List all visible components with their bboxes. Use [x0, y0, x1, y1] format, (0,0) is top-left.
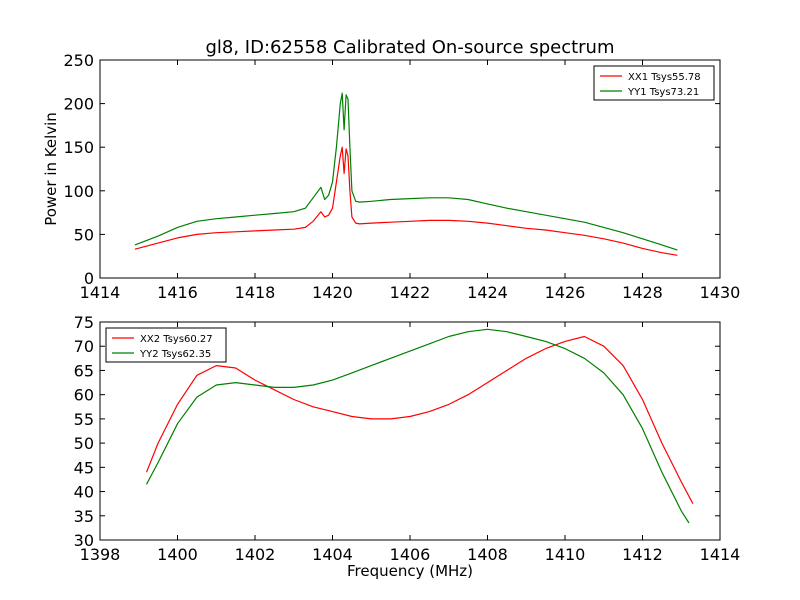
bottom-y-tick-label: 65 — [74, 361, 94, 380]
bottom-x-tick-label: 1408 — [467, 545, 508, 564]
bottom-series-line-2 — [145, 328, 690, 524]
top-x-tick-label: 1418 — [235, 283, 276, 302]
top-x-tick-label: 1422 — [390, 283, 431, 302]
bottom-x-tick-label: 1402 — [235, 545, 276, 564]
bottom-series-layer — [145, 328, 694, 524]
bottom-y-tick-label: 30 — [74, 531, 94, 550]
bottom-ticks: 1398 1400 1402 1404 1406 1408 1410 1412 1414 30 35… — [74, 313, 741, 564]
bottom-legend-box — [105, 327, 227, 363]
top-x-tick-label: 1420 — [312, 283, 353, 302]
bottom-x-tick-label: 1414 — [700, 545, 741, 564]
bottom-legend-label-2: YY2 Tsys62.35 — [139, 349, 211, 360]
top-series-line-1 — [134, 146, 678, 256]
figure-title: gl8, ID:62558 Calibrated On-source spect… — [205, 37, 614, 58]
top-legend-label-1: XX1 Tsys55.78 — [628, 72, 701, 83]
top-y-tick-label: 150 — [63, 138, 94, 157]
top-x-tick-label: 1426 — [545, 283, 586, 302]
bottom-legend-label-1: XX2 Tsys60.27 — [140, 334, 213, 345]
top-legend: XX1 Tsys55.78 YY1 Tsys73.21 — [593, 65, 715, 101]
top-legend-box — [593, 65, 715, 101]
bottom-y-tick-label: 35 — [74, 507, 94, 526]
top-y-tick-label: 0 — [84, 269, 94, 288]
top-y-tick-label: 100 — [63, 182, 94, 201]
top-y-tick-label: 50 — [74, 225, 94, 244]
top-x-tick-label: 1430 — [700, 283, 741, 302]
top-y-tick-label: 250 — [63, 51, 94, 70]
bottom-y-tick-label: 40 — [74, 483, 94, 502]
bottom-y-tick-label: 55 — [74, 410, 94, 429]
bottom-x-tick-label: 1400 — [157, 545, 198, 564]
bottom-y-tick-label: 45 — [74, 458, 94, 477]
top-ticks: 1414 1416 1418 1420 1422 1424 1426 1428 1430 0 50 1… — [63, 51, 740, 302]
bottom-spectrum-panel: 1398 1400 1402 1404 1406 1408 1410 1412 1414 30 35… — [74, 313, 741, 580]
top-x-tick-label: 1428 — [622, 283, 663, 302]
bottom-y-tick-label: 70 — [74, 337, 94, 356]
bottom-x-axis-label: Frequency (MHz) — [347, 562, 473, 580]
bottom-x-tick-label: 1404 — [312, 545, 353, 564]
bottom-y-tick-label: 50 — [74, 434, 94, 453]
top-legend-label-2: YY1 Tsys73.21 — [627, 87, 699, 98]
top-x-tick-label: 1424 — [467, 283, 508, 302]
top-x-tick-label: 1416 — [157, 283, 198, 302]
bottom-y-tick-label: 75 — [74, 313, 94, 332]
top-x-tick-label: 1414 — [80, 283, 121, 302]
bottom-legend: XX2 Tsys60.27 YY2 Tsys62.35 — [105, 327, 227, 363]
bottom-x-tick-label: 1412 — [622, 545, 663, 564]
top-series-line-2 — [134, 92, 678, 251]
bottom-x-tick-label: 1406 — [390, 545, 431, 564]
bottom-series-line-1 — [145, 335, 694, 504]
top-series-layer — [134, 92, 678, 256]
top-y-axis-label: Power in Kelvin — [42, 112, 60, 226]
bottom-x-tick-label: 1398 — [80, 545, 121, 564]
bottom-y-tick-label: 60 — [74, 386, 94, 405]
bottom-x-tick-label: 1410 — [545, 545, 586, 564]
top-spectrum-panel: 1414 1416 1418 1420 1422 1424 1426 1428 1430 0 50 1… — [42, 51, 740, 302]
top-y-tick-label: 200 — [63, 95, 94, 114]
